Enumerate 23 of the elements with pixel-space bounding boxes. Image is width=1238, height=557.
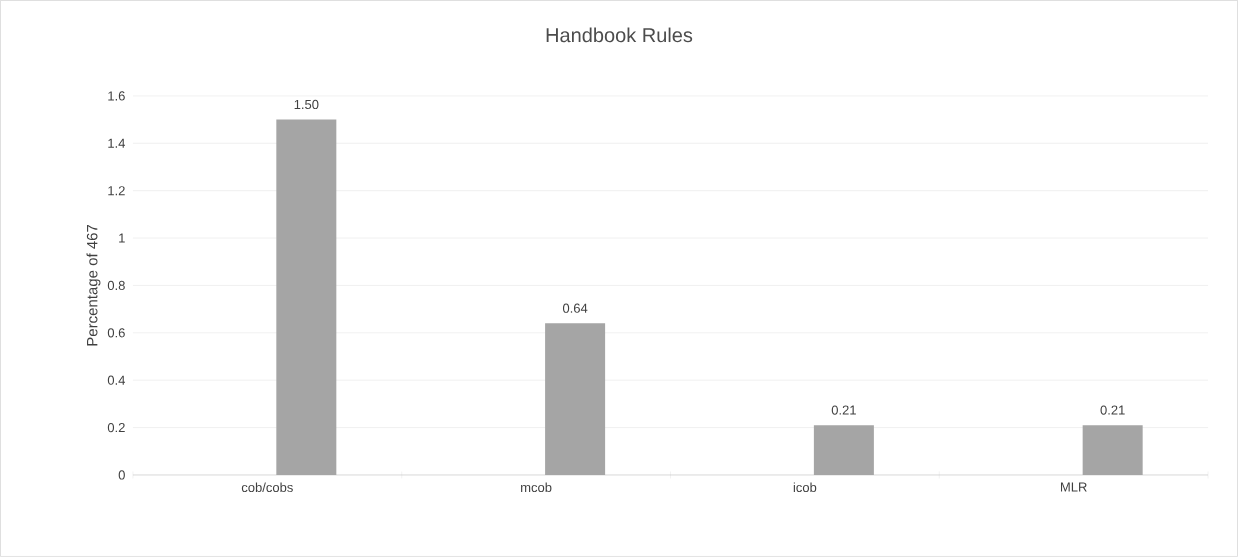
y-tick-label: 0.8 [107, 280, 125, 291]
x-tick-label: cob/cobs [241, 482, 293, 493]
data-label: 1.50 [294, 99, 319, 110]
y-tick-label: 0.6 [107, 328, 125, 338]
x-tick-label: mcob [521, 482, 552, 493]
data-label: 0.64 [562, 303, 588, 313]
bar [545, 323, 606, 476]
bar [276, 119, 337, 476]
y-tick-label: 0 [118, 470, 125, 480]
y-tick-label: 1.6 [108, 91, 125, 101]
x-tick-label: icob [793, 482, 817, 493]
x-tick-label: MLR [1060, 482, 1087, 492]
data-label: 0.21 [831, 405, 856, 415]
data-label: 0.21 [1100, 405, 1125, 415]
y-tick-label: 1.2 [108, 186, 125, 196]
chart-title: Handbook Rules [546, 27, 693, 43]
y-tick-label: 0.4 [107, 375, 126, 385]
bar [813, 425, 874, 476]
y-axis-title: Percentage of 467 [86, 224, 101, 346]
y-tick-label: 1 [119, 233, 125, 243]
y-tick-label: 0.2 [107, 423, 125, 433]
y-tick-label: 1.4 [108, 138, 126, 148]
bar [1082, 425, 1143, 476]
